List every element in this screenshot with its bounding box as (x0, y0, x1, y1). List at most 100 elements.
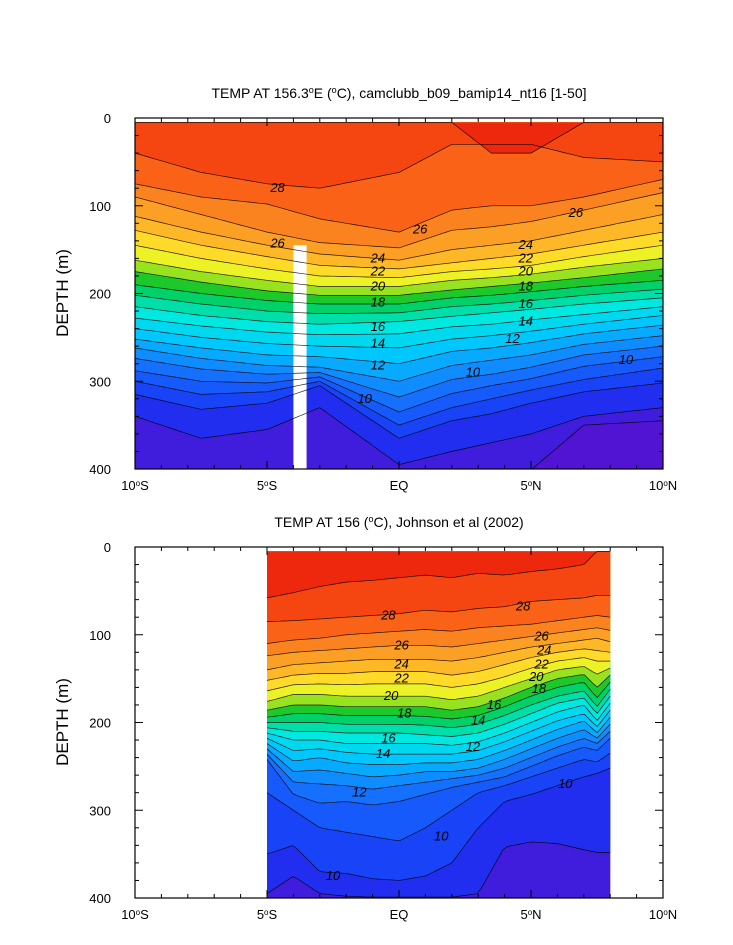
panel-model: TEMP AT 156.3oE (oC), camclubb_b09_bamip… (53, 85, 677, 493)
contour-label: 12 (466, 739, 481, 754)
isotherm-10 (266, 767, 611, 881)
missing-data-bar (293, 245, 307, 469)
contour-label: 20 (528, 669, 544, 684)
contour-label: 14 (371, 336, 385, 351)
contour-label: 14 (518, 314, 532, 329)
contour-label: 10 (558, 776, 573, 791)
contour-label: 10 (326, 868, 341, 883)
isotherm-band-29 (135, 122, 663, 154)
contour-label: 12 (352, 785, 367, 800)
isotherm-lines (266, 551, 611, 898)
y-tick-label: 100 (89, 628, 111, 643)
contour-label: 24 (536, 643, 551, 658)
isotherm-13 (135, 345, 663, 398)
isotherm-15 (135, 324, 663, 365)
contour-label: 10 (357, 391, 372, 406)
isotherm-band-29 (267, 551, 611, 598)
panel-observed: TEMP AT 156 (oC), Johnson et al (2002) 2… (53, 514, 677, 922)
isotherm-12 (135, 356, 663, 413)
contour-label: 26 (269, 235, 285, 250)
contour-label: 12 (371, 357, 386, 372)
contour-label: 22 (517, 250, 533, 265)
y-tick-label: 0 (104, 111, 111, 126)
isotherm-28 (266, 594, 611, 622)
isotherm-22 (266, 666, 611, 702)
x-tick-label: 10oS (121, 478, 149, 493)
x-tick-label: EQ (390, 907, 409, 922)
contour-label: 22 (533, 657, 549, 672)
contour-label: 16 (371, 319, 386, 334)
isotherm-24 (266, 648, 611, 681)
isotherm-14 (266, 724, 611, 778)
contour-label: 18 (397, 706, 412, 721)
contour-label: 28 (380, 607, 396, 622)
contour-label: 16 (487, 697, 502, 712)
x-tick-label: 5oS (257, 907, 278, 922)
contour-label: 28 (515, 599, 531, 614)
contour-label: 22 (393, 671, 409, 686)
isotherm-26 (135, 192, 663, 249)
contour-label: 28 (269, 180, 285, 195)
isotherm-17 (266, 702, 611, 746)
contour-label: 18 (371, 294, 386, 309)
contour-label: 16 (381, 730, 396, 745)
contour-label: 24 (517, 237, 532, 252)
contour-label: 20 (517, 264, 533, 279)
contour-label: 10 (434, 829, 449, 844)
isotherm-11 (135, 367, 663, 426)
contour-label: 20 (383, 688, 399, 703)
isotherm-9 (266, 841, 611, 898)
isotherm-11 (266, 752, 611, 841)
y-tick-label: 300 (89, 374, 111, 389)
x-tick-label: 5oN (520, 478, 541, 493)
isotherm-18 (135, 297, 663, 325)
y-tick-label: 100 (89, 199, 111, 214)
y-tick-label: 0 (104, 540, 111, 555)
contour-labels: 2826262624222018161412102422201816141210… (269, 180, 634, 406)
y-tick-label: 400 (89, 462, 111, 477)
x-tick-label: 10oN (649, 478, 677, 493)
contour-label: 18 (532, 681, 547, 696)
y-axis-label: DEPTH (m) (53, 249, 72, 337)
isotherm-27 (266, 615, 611, 644)
x-tick-label: 10oS (121, 907, 149, 922)
isotherm-17 (135, 306, 663, 336)
isotherm-29 (266, 551, 611, 599)
isotherm-21 (266, 674, 611, 711)
isotherm-23 (266, 657, 611, 692)
contour-label: 26 (533, 629, 549, 644)
contour-field (267, 551, 611, 898)
contour-label: 12 (505, 331, 520, 346)
y-axis: 0 100 200 300 400 (89, 111, 663, 477)
contour-label: 24 (370, 250, 385, 265)
contour-label: 14 (376, 746, 390, 761)
isotherm-25 (266, 637, 611, 671)
contour-label: 20 (370, 278, 386, 293)
y-tick-label: 400 (89, 891, 111, 906)
x-tick-label: EQ (390, 478, 409, 493)
contour-label: 24 (393, 657, 408, 672)
contour-label: 10 (466, 364, 481, 379)
contour-label: 26 (568, 205, 584, 220)
y-tick-label: 300 (89, 803, 111, 818)
chart-title: TEMP AT 156.3oE (oC), camclubb_b09_bamip… (211, 85, 586, 101)
x-axis: 10oS 5oS EQ 5oN 10oN (121, 118, 677, 493)
isotherm-20 (135, 279, 663, 305)
isotherm-27 (135, 179, 663, 233)
isotherm-14 (135, 335, 663, 382)
chart-title: TEMP AT 156 (oC), Johnson et al (2002) (274, 514, 523, 530)
isotherm-16 (266, 709, 611, 755)
isotherm-25 (135, 214, 663, 261)
isotherm-24 (135, 229, 663, 270)
isotherm-19 (267, 688, 611, 729)
contour-label: 26 (412, 221, 428, 236)
isotherm-lines (135, 122, 663, 469)
contour-label: 18 (518, 278, 533, 293)
contour-label: 14 (471, 713, 485, 728)
x-axis: 10oS 5oS EQ 5oN 10oN (121, 547, 677, 922)
isotherm-28 (135, 143, 663, 189)
contour-label: 22 (370, 264, 386, 279)
isotherm-19 (135, 288, 663, 315)
isotherm-22 (135, 258, 663, 287)
isotherm-23 (135, 244, 663, 279)
